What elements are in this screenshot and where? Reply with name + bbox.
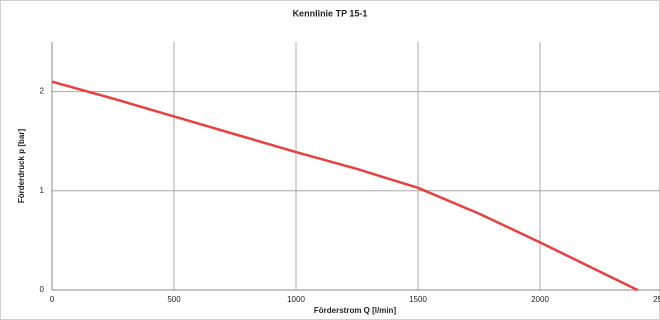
x-tick-label: 500 xyxy=(167,295,181,304)
x-tick-label: 1500 xyxy=(409,295,427,304)
y-tick-label: 1 xyxy=(40,186,45,195)
chart-title: Kennlinie TP 15-1 xyxy=(293,8,368,18)
x-tick-label: 1000 xyxy=(287,295,305,304)
x-tick-label: 0 xyxy=(50,295,55,304)
x-tick-label: 2000 xyxy=(531,295,549,304)
y-tick-label: 0 xyxy=(40,285,45,294)
x-axis-label: Förderstrom Q [l/min] xyxy=(314,306,397,315)
y-tick-label: 2 xyxy=(40,87,45,96)
x-tick-label: 2500 xyxy=(653,295,660,304)
y-axis-label: Förderdruck p [bar] xyxy=(17,129,26,204)
data-line xyxy=(51,80,639,292)
